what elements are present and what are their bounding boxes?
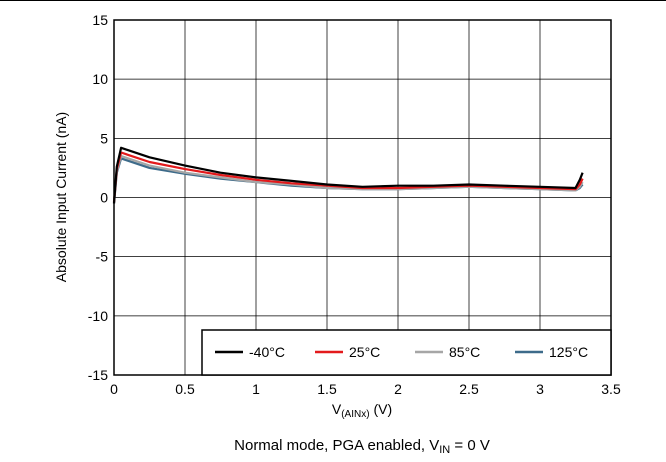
- series-layer: [112, 146, 584, 204]
- caption-main: Normal mode, PGA enabled, V: [234, 437, 439, 454]
- x-tick-label: 1.5: [317, 381, 337, 397]
- x-tick-label: 3.5: [601, 381, 621, 397]
- legend: -40°C 25°C 85°C 125°C: [201, 329, 612, 376]
- x-tick-label: 0.5: [175, 381, 195, 397]
- caption-sub: IN: [439, 444, 450, 456]
- x-axis-title-main: V: [332, 401, 342, 417]
- caption-tail: = 0 V: [450, 437, 490, 454]
- legend-items: -40°C 25°C 85°C 125°C: [215, 344, 588, 360]
- legend-label: 85°C: [449, 344, 480, 360]
- x-axis-title-sub: (AINx): [341, 409, 369, 420]
- legend-label: 25°C: [349, 344, 380, 360]
- y-tick-label: 5: [100, 130, 108, 146]
- legend-label: -40°C: [249, 344, 285, 360]
- x-tick-label: 2: [394, 381, 402, 397]
- figure-caption: Normal mode, PGA enabled, VIN = 0 V: [234, 437, 490, 456]
- x-tick-label: 0: [110, 381, 118, 397]
- x-tick-label: 3: [536, 381, 544, 397]
- y-tick-labels: 15 10 5 0 -5 -10 -15: [88, 12, 108, 383]
- y-axis-title: Absolute Input Current (nA): [53, 112, 69, 282]
- x-tick-label: 1: [252, 381, 260, 397]
- y-tick-label: 10: [92, 71, 108, 87]
- y-tick-label: -15: [88, 367, 108, 383]
- plot-area: [112, 19, 612, 376]
- legend-label: 125°C: [549, 344, 588, 360]
- x-axis-title-unit: (V): [370, 401, 393, 417]
- series-line: [112, 151, 584, 203]
- series-line: [112, 155, 584, 203]
- x-tick-label: 2.5: [459, 381, 479, 397]
- x-axis-title: V(AINx) (V): [332, 401, 392, 420]
- y-tick-label: 15: [92, 12, 108, 28]
- y-tick-label: -10: [88, 308, 108, 324]
- y-tick-label: 0: [100, 190, 108, 206]
- series-line: [112, 146, 584, 204]
- y-tick-label: -5: [96, 249, 109, 265]
- x-tick-labels: 0 0.5 1 1.5 2 2.5 3 3.5: [110, 381, 621, 397]
